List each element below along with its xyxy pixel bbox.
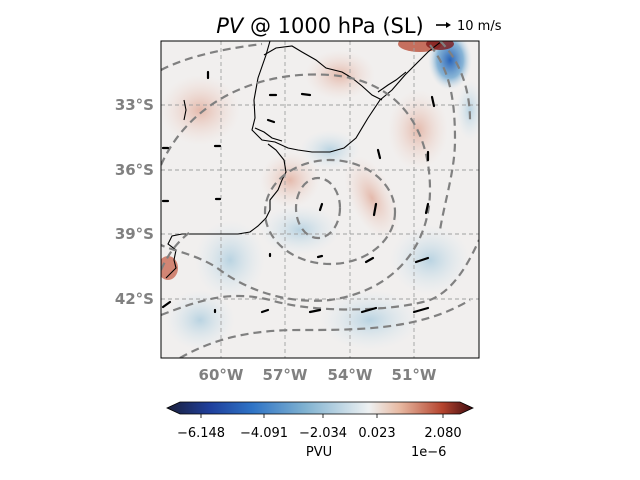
colorbar-tick-label: −4.091 bbox=[240, 426, 288, 441]
figure-title: PV @ 1000 hPa (SL) bbox=[216, 14, 424, 38]
lat-label: 33°S bbox=[115, 96, 154, 114]
wind-vectors bbox=[161, 70, 436, 314]
colorbar: −6.148 −4.091 −2.034 0.023 2.080 PVU 1e−… bbox=[166, 401, 474, 460]
lon-label: 60°W bbox=[199, 366, 244, 384]
colorbar-tick-label: 2.080 bbox=[424, 426, 461, 441]
colorbar-ticks bbox=[200, 414, 444, 418]
colorbar-label: PVU bbox=[306, 445, 332, 460]
quiver-key: 10 m/s bbox=[436, 19, 502, 34]
colorbar-tick-label: 0.023 bbox=[358, 426, 395, 441]
colorbar-tick-label: −6.148 bbox=[177, 426, 225, 441]
lat-label: 39°S bbox=[115, 225, 154, 243]
quiver-key-label: 10 m/s bbox=[457, 19, 502, 34]
colorbar-tick-label: −2.034 bbox=[299, 426, 347, 441]
lon-label: 51°W bbox=[392, 366, 437, 384]
lon-label: 57°W bbox=[263, 366, 308, 384]
lat-label: 42°S bbox=[115, 290, 154, 308]
quiver-key-arrowhead bbox=[446, 22, 451, 28]
pv-contours bbox=[161, 41, 479, 358]
lat-tick-labels: 33°S 36°S 39°S 42°S bbox=[115, 96, 154, 308]
colorbar-bar bbox=[166, 401, 474, 415]
lon-label: 54°W bbox=[328, 366, 373, 384]
lon-tick-labels: 60°W 57°W 54°W 51°W bbox=[199, 366, 437, 384]
colorbar-offset-text: 1e−6 bbox=[411, 445, 446, 460]
title-rest: @ 1000 hPa (SL) bbox=[243, 14, 423, 38]
map-panel: 33°S 36°S 39°S 42°S 60°W 57°W 54°W 51°W bbox=[115, 40, 480, 384]
title-italic: PV bbox=[216, 14, 245, 38]
lat-label: 36°S bbox=[115, 161, 154, 179]
map-frame bbox=[160, 40, 480, 359]
